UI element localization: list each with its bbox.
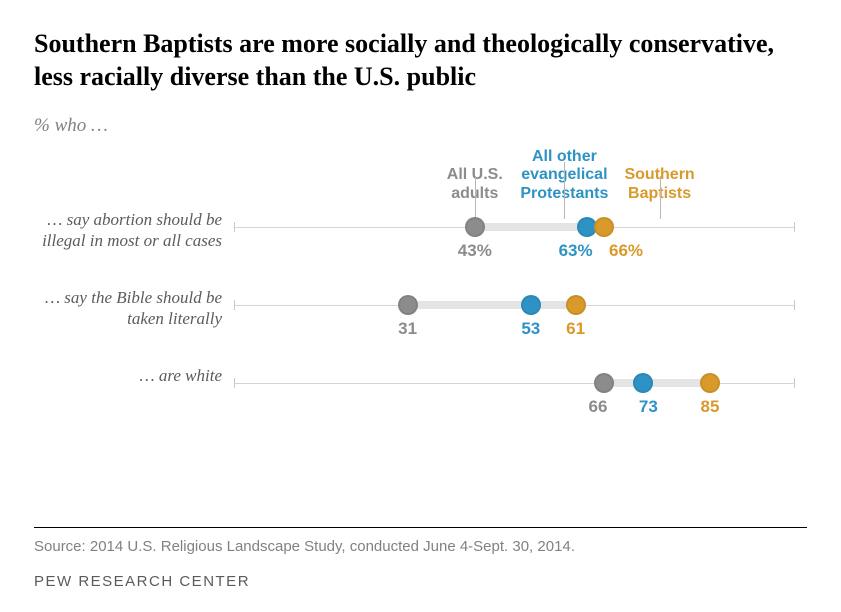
value-label-evp: 53 <box>521 319 540 339</box>
dot-evp <box>521 295 541 315</box>
value-label-sbc: 85 <box>701 397 720 417</box>
axis-tick <box>794 300 795 310</box>
dot-us <box>594 373 614 393</box>
dot-sbc <box>566 295 586 315</box>
value-label-us: 66 <box>589 397 608 417</box>
value-label-sbc: 66% <box>609 241 643 261</box>
axis-tick <box>794 222 795 232</box>
connector <box>604 379 710 387</box>
connector <box>408 301 576 309</box>
chart-title: Southern Baptists are more socially and … <box>34 28 807 93</box>
chart-row: … say the Bible should betaken literally… <box>34 287 807 365</box>
dot-plot: All U.S.adultsAll otherevangelicalProtes… <box>34 145 807 465</box>
value-label-us: 31 <box>398 319 417 339</box>
axis-tick <box>794 378 795 388</box>
rows-container: … say abortion should beillegal in most … <box>34 209 807 443</box>
axis-tick <box>234 222 235 232</box>
brand-text: PEW RESEARCH CENTER <box>34 573 807 590</box>
row-label: … are white <box>32 365 222 386</box>
series-labels: All U.S.adultsAll otherevangelicalProtes… <box>234 145 794 209</box>
pointer-line <box>475 176 476 219</box>
axis-tick <box>234 300 235 310</box>
chart-row: … are white 66 73 85 <box>34 365 807 443</box>
source-text: Source: 2014 U.S. Religious Landscape St… <box>34 538 807 555</box>
chart-subtitle: % who … <box>34 115 807 137</box>
pointer-line <box>564 162 565 219</box>
value-label-us: 43% <box>458 241 492 261</box>
footer-rule <box>34 527 807 528</box>
value-label-evp: 63% <box>559 241 593 261</box>
axis-tick <box>234 378 235 388</box>
dot-us <box>465 217 485 237</box>
chart-row: … say abortion should beillegal in most … <box>34 209 807 287</box>
value-label-sbc: 61 <box>566 319 585 339</box>
dot-evp <box>633 373 653 393</box>
row-label: … say abortion should beillegal in most … <box>32 209 222 252</box>
dot-sbc <box>594 217 614 237</box>
pointer-line <box>660 176 661 219</box>
dot-sbc <box>700 373 720 393</box>
value-label-evp: 73 <box>639 397 658 417</box>
dot-us <box>398 295 418 315</box>
chart-footer: Source: 2014 U.S. Religious Landscape St… <box>34 527 807 590</box>
row-label: … say the Bible should betaken literally <box>32 287 222 330</box>
